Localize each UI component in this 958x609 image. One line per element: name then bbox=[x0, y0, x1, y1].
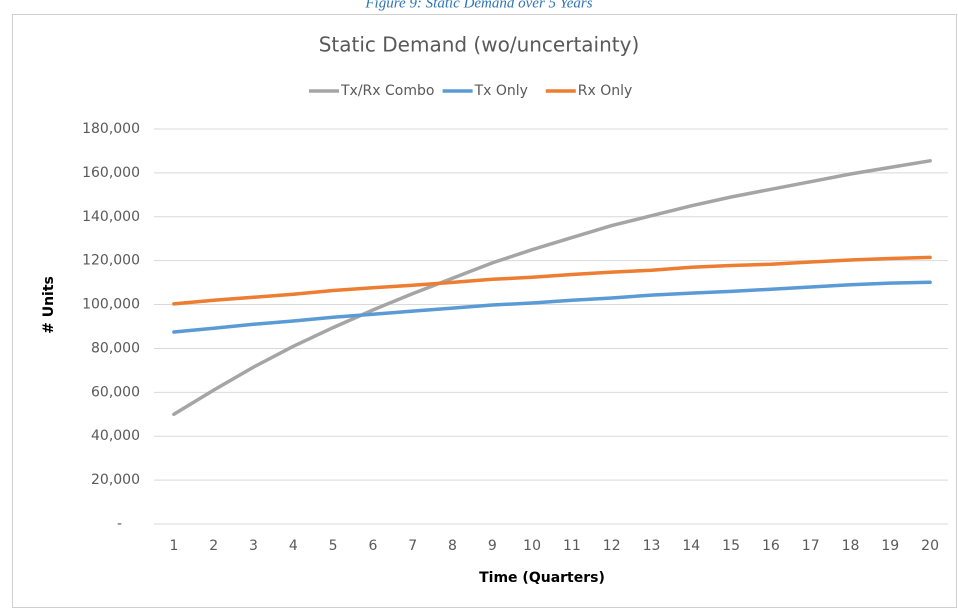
x-tick-label: 19 bbox=[881, 538, 899, 554]
x-tick-label: 18 bbox=[842, 538, 860, 554]
y-tick-label: 180,000 bbox=[82, 121, 140, 137]
x-tick-label: 11 bbox=[563, 538, 581, 554]
y-tick-label: 160,000 bbox=[82, 165, 140, 181]
series-line bbox=[172, 280, 932, 334]
x-tick-label: 20 bbox=[921, 538, 939, 554]
chart-frame bbox=[12, 14, 957, 608]
x-tick-label: 9 bbox=[488, 538, 497, 554]
y-tick-label: 120,000 bbox=[82, 253, 140, 269]
x-tick-label: 15 bbox=[722, 538, 740, 554]
x-tick-label: 16 bbox=[762, 538, 780, 554]
y-tick-label: 20,000 bbox=[91, 472, 140, 488]
legend-label: Tx Only bbox=[474, 83, 528, 99]
legend-label: Tx/Rx Combo bbox=[340, 83, 434, 99]
figure-caption: Figure 9: Static Demand over 5 Years bbox=[364, 0, 592, 11]
x-tick-label: 7 bbox=[408, 538, 417, 554]
y-tick-label: - bbox=[117, 516, 122, 532]
chart-title: Static Demand (wo/uncertainty) bbox=[319, 33, 640, 57]
x-tick-label: 17 bbox=[802, 538, 820, 554]
y-tick-label: 40,000 bbox=[91, 428, 140, 444]
series-line bbox=[172, 255, 932, 306]
y-tick-label: 100,000 bbox=[82, 297, 140, 313]
legend-label: Rx Only bbox=[578, 83, 633, 99]
x-tick-label: 14 bbox=[682, 538, 700, 554]
x-tick-label: 6 bbox=[368, 538, 377, 554]
y-axis-label: # Units bbox=[41, 276, 57, 334]
x-tick-label: 5 bbox=[329, 538, 338, 554]
x-tick-label: 2 bbox=[209, 538, 218, 554]
x-tick-label: 12 bbox=[603, 538, 621, 554]
y-tick-label: 60,000 bbox=[91, 384, 140, 400]
x-tick-label: 13 bbox=[643, 538, 661, 554]
x-tick-label: 3 bbox=[249, 538, 258, 554]
x-tick-label: 10 bbox=[523, 538, 541, 554]
y-tick-label: 140,000 bbox=[82, 209, 140, 225]
y-tick-label: 80,000 bbox=[91, 340, 140, 356]
x-tick-label: 1 bbox=[169, 538, 178, 554]
x-axis-label: Time (Quarters) bbox=[479, 570, 605, 586]
x-tick-label: 8 bbox=[448, 538, 457, 554]
series-line bbox=[172, 159, 932, 417]
x-tick-label: 4 bbox=[289, 538, 298, 554]
